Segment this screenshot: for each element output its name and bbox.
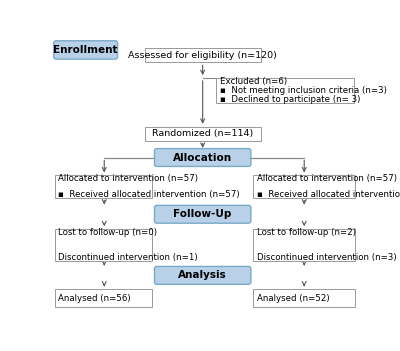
- FancyBboxPatch shape: [154, 205, 251, 223]
- Text: Enrollment: Enrollment: [54, 45, 118, 55]
- Text: Assessed for eligibility (n=120): Assessed for eligibility (n=120): [128, 51, 277, 60]
- FancyBboxPatch shape: [154, 266, 251, 284]
- Bar: [144, 127, 261, 141]
- Text: Follow-Up: Follow-Up: [174, 209, 232, 219]
- Text: Lost to follow-up (n=0): Lost to follow-up (n=0): [58, 229, 157, 238]
- Text: Analysed (n=52): Analysed (n=52): [257, 294, 329, 303]
- Bar: [55, 229, 152, 261]
- Text: Analysis: Analysis: [178, 270, 227, 280]
- Text: Lost to follow-up (n=2): Lost to follow-up (n=2): [257, 229, 356, 238]
- Text: Allocation: Allocation: [173, 153, 232, 163]
- Text: Analysed (n=56): Analysed (n=56): [58, 294, 131, 303]
- Bar: [55, 290, 152, 307]
- Bar: [253, 290, 355, 307]
- Text: ▪  Declined to participate (n= 3): ▪ Declined to participate (n= 3): [220, 95, 360, 105]
- Bar: [253, 229, 355, 261]
- Bar: [55, 176, 152, 198]
- FancyBboxPatch shape: [54, 41, 118, 59]
- Text: ▪  Received allocated intervention (n=57): ▪ Received allocated intervention (n=57): [257, 190, 400, 199]
- FancyBboxPatch shape: [154, 148, 251, 166]
- Text: Discontinued intervention (n=1): Discontinued intervention (n=1): [58, 253, 198, 262]
- Text: Allocated to intervention (n=57): Allocated to intervention (n=57): [257, 173, 397, 183]
- Text: Randomized (n=114): Randomized (n=114): [152, 129, 253, 138]
- Bar: [253, 176, 355, 198]
- Bar: [144, 48, 261, 62]
- Text: Discontinued intervention (n=3): Discontinued intervention (n=3): [257, 253, 396, 262]
- Text: ▪  Received allocated intervention (n=57): ▪ Received allocated intervention (n=57): [58, 190, 240, 199]
- Text: Excluded (n=6): Excluded (n=6): [220, 77, 287, 86]
- Text: ▪  Not meeting inclusion criteria (n=3): ▪ Not meeting inclusion criteria (n=3): [220, 86, 386, 95]
- Bar: [216, 78, 354, 103]
- Text: Allocated to intervention (n=57): Allocated to intervention (n=57): [58, 173, 198, 183]
